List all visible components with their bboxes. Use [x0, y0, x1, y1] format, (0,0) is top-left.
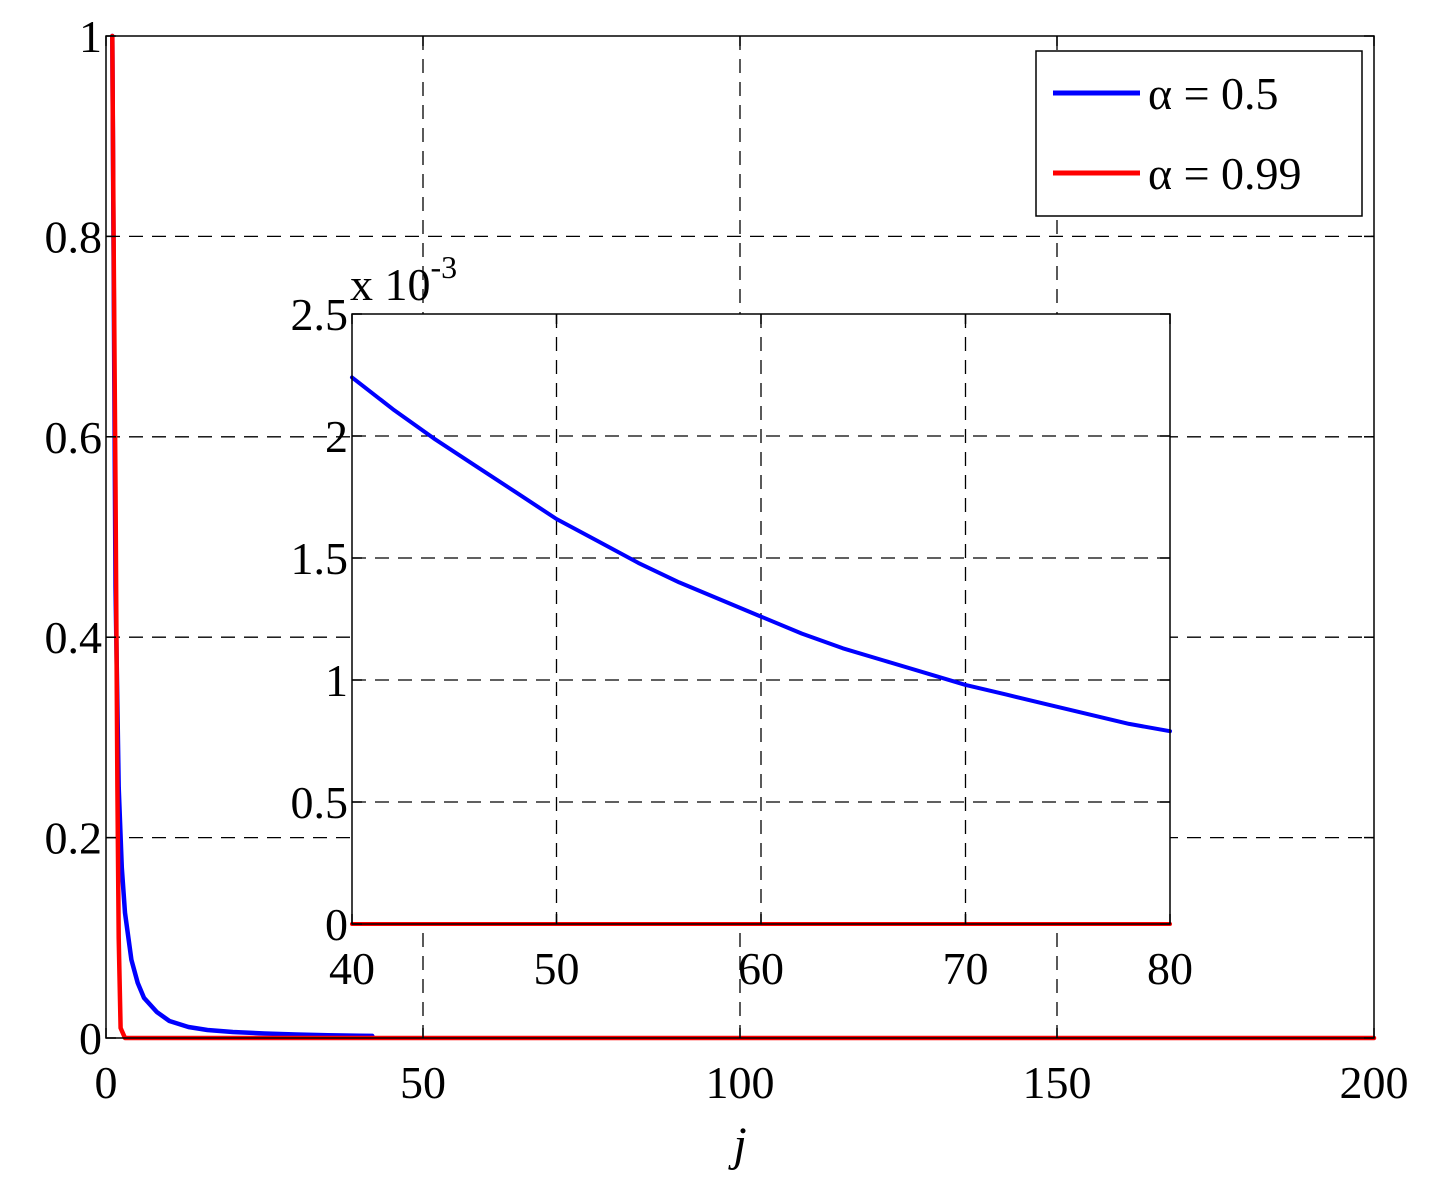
main-y-tick-label: 0.4 [45, 612, 103, 663]
main-x-tick-label: 200 [1340, 1057, 1409, 1108]
inset-chart: 40 50 60 70 80 0 0.5 1 1.5 2 2.5x 10-3 [291, 249, 1194, 994]
main-x-tick-label: 0 [95, 1057, 118, 1108]
main-x-tick-label: 50 [400, 1057, 446, 1108]
main-y-tick-label: 0.2 [45, 813, 103, 864]
inset-y-tick-label: 0.5 [291, 777, 349, 828]
legend-box [1035, 50, 1363, 217]
inset-y-tick-label: 2.5 [291, 289, 349, 340]
inset-x-tick-label: 70 [943, 943, 989, 994]
inset-y-tick-label: 2 [325, 411, 348, 462]
legend-label-0: α = 0.5 [1148, 68, 1279, 119]
inset-y-tick-label: 1 [325, 655, 348, 706]
inset-y-tick-label: 1.5 [291, 533, 349, 584]
legend-label-1: α = 0.99 [1148, 148, 1302, 199]
inset-x-tick-label: 50 [534, 943, 580, 994]
x-axis-label: j [727, 1118, 746, 1171]
inset-y-multiplier-base: x 10 [350, 259, 431, 310]
main-x-tick-label: 150 [1023, 1057, 1092, 1108]
main-y-tick-label: 0.8 [45, 211, 103, 262]
main-series-line-0 [110, 33, 375, 1039]
inset-y-tick-label: 0 [325, 899, 348, 950]
inset-series-line-0 [350, 375, 1172, 734]
main-x-tick-label: 100 [706, 1057, 775, 1108]
main-y-tick-label: 1 [79, 11, 102, 62]
main-y-tick-label: 0 [79, 1013, 102, 1064]
inset-y-multiplier-exponent: -3 [431, 249, 458, 285]
inset-x-tick-label: 60 [738, 943, 784, 994]
inset-x-tick-label: 40 [329, 943, 375, 994]
inset-y-multiplier: x 10-3 [350, 249, 457, 310]
main-y-tick-label: 0.6 [45, 412, 103, 463]
legend: α = 0.5 α = 0.99 [1035, 50, 1363, 217]
inset-x-tick-label: 80 [1147, 943, 1193, 994]
